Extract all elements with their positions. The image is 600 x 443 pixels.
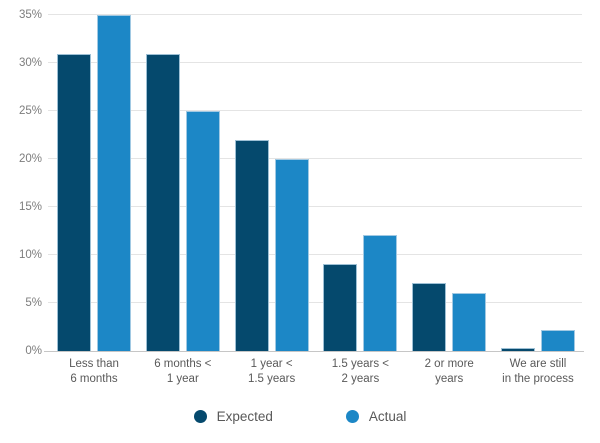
bar-group	[500, 0, 575, 351]
y-tick-label: 30%	[18, 57, 42, 70]
gridline	[48, 302, 582, 304]
actual-bar	[274, 159, 309, 351]
bar-group	[57, 0, 131, 351]
actual-bar	[363, 235, 398, 351]
x-axis-category-label: 2 or more years	[412, 357, 486, 387]
y-tick-label: 25%	[18, 105, 42, 118]
actual-bar	[452, 293, 487, 351]
gridline	[48, 254, 582, 256]
x-axis-label-line: years	[435, 373, 464, 385]
actual-legend-dot-icon	[345, 410, 359, 423]
x-axis-label-line: Less than	[69, 358, 119, 370]
expected-bar	[500, 348, 535, 351]
x-axis-labels: Less than 6 months 6 months < 1 year 1 year …	[48, 357, 582, 387]
x-axis-category-label: 1.5 years < 2 years	[323, 357, 397, 387]
x-axis-label-line: 6 months	[70, 373, 118, 385]
x-axis-label-line: We are still	[509, 358, 567, 370]
x-axis-category-label: We are still in the process	[501, 357, 575, 387]
actual-bar	[185, 111, 220, 351]
legend-item-actual: Actual	[345, 409, 407, 424]
x-axis-label-line: 2 years	[341, 373, 380, 385]
x-axis-label-line: 1.5 years <	[331, 358, 389, 370]
y-tick-label: 10%	[18, 249, 42, 262]
bar-group	[323, 0, 398, 351]
gridline	[48, 206, 582, 208]
y-tick-label: 20%	[18, 153, 42, 166]
gridline	[48, 14, 582, 16]
actual-bar	[97, 15, 131, 351]
gridline	[48, 110, 582, 112]
expected-bar	[323, 264, 358, 351]
legend-label: Expected	[216, 409, 273, 424]
bar-groups	[48, 0, 582, 351]
bar-group	[412, 0, 487, 351]
expected-bar	[234, 140, 269, 351]
plot-area	[48, 0, 582, 351]
gridline	[48, 158, 582, 160]
bar-group	[145, 0, 220, 351]
x-axis-label-line: 1 year <	[250, 358, 293, 370]
x-axis-category-label: 1 year < 1.5 years	[235, 357, 309, 387]
legend-item-expected: Expected	[193, 409, 273, 424]
x-axis-label-line: 2 or more	[424, 358, 474, 370]
x-axis-label-line: in the process	[502, 373, 574, 385]
expected-bar	[412, 283, 447, 351]
y-tick-label: 0%	[25, 345, 42, 357]
expected-bar	[145, 54, 180, 351]
y-tick-label: 5%	[25, 297, 42, 310]
x-axis-category-label: Less than 6 months	[57, 357, 131, 387]
y-tick-label: 15%	[18, 201, 42, 214]
expected-bar	[57, 54, 91, 351]
expected-legend-dot-icon	[193, 410, 207, 423]
x-axis-label-line: 1 year	[166, 373, 199, 385]
legend: Expected Actual	[0, 409, 600, 424]
legend-label: Actual	[368, 409, 407, 424]
y-tick-label: 35%	[18, 9, 42, 22]
x-axis-line	[44, 351, 584, 352]
bar-group	[234, 0, 309, 351]
x-axis-category-label: 6 months < 1 year	[146, 357, 220, 387]
x-axis-label-line: 1.5 years	[247, 373, 296, 385]
gridline	[48, 62, 582, 64]
actual-bar	[540, 330, 575, 351]
x-axis-label-line: 6 months <	[154, 358, 212, 370]
y-axis: 0% 5% 10% 15% 20% 25% 30% 35%	[0, 0, 42, 357]
